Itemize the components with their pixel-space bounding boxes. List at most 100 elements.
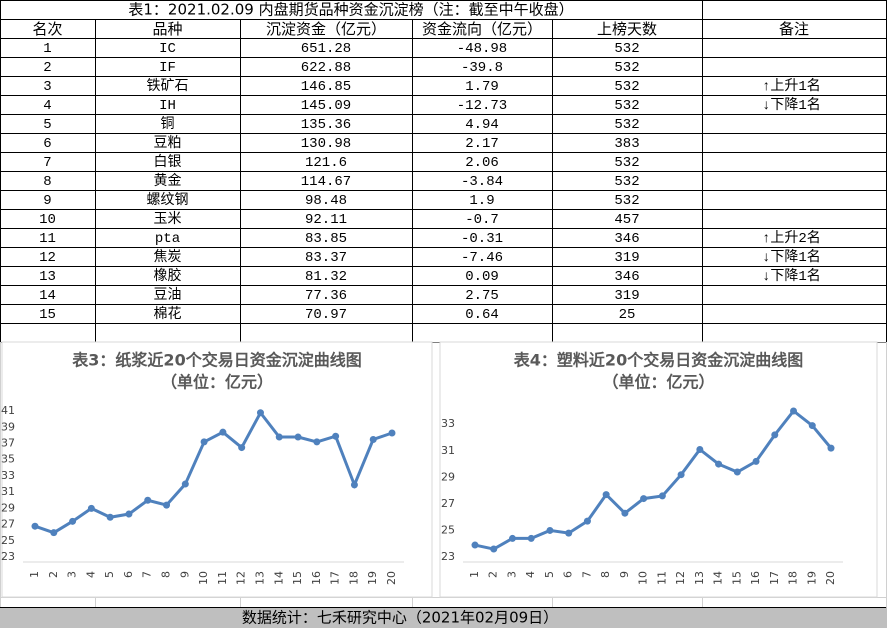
point: [200, 438, 208, 446]
x-tick-label: 5: [543, 571, 556, 578]
point: [621, 509, 629, 517]
y-tick-label: 29: [1, 501, 15, 514]
y-tick-label: 37: [1, 437, 15, 450]
point: [388, 429, 396, 437]
table-cell: 81.32: [305, 269, 347, 285]
x-tick-label: 13: [253, 571, 266, 585]
table-cell: ↑上升1名: [762, 78, 821, 95]
table-cell: 2.06: [465, 155, 499, 171]
table-cell: 黄金: [154, 172, 182, 190]
point: [69, 517, 77, 525]
table-cell: 4.94: [465, 117, 499, 133]
table-cell: 豆油: [154, 287, 182, 304]
x-tick-label: 9: [618, 571, 631, 578]
y-tick-label: 33: [441, 417, 455, 430]
table-header: 上榜天数: [597, 20, 657, 38]
table-cell: 532: [614, 79, 639, 95]
point: [106, 513, 114, 521]
table-cell: 玉米: [154, 211, 182, 228]
footer-bg: [0, 607, 887, 628]
y-tick-label: 27: [441, 497, 455, 510]
x-tick-label: 1: [468, 571, 481, 578]
point: [125, 510, 133, 518]
point: [50, 529, 58, 537]
table-cell: 135.36: [301, 117, 351, 133]
table-cell: 532: [614, 117, 639, 133]
y-tick-label: 27: [1, 518, 15, 531]
table-cell: 铜: [161, 116, 175, 133]
point: [752, 457, 760, 465]
x-tick-label: 20: [824, 571, 837, 585]
point: [369, 435, 377, 443]
x-tick-label: 13: [693, 571, 706, 585]
table-cell: 532: [614, 174, 639, 190]
point: [827, 444, 835, 452]
table-cell: 457: [614, 212, 639, 228]
point: [471, 541, 479, 549]
point: [350, 481, 358, 489]
x-tick-label: 4: [524, 571, 537, 578]
point: [332, 432, 340, 440]
x-tick-label: 5: [103, 571, 116, 578]
y-tick-label: 33: [1, 469, 15, 482]
table-cell: 346: [614, 231, 639, 247]
y-tick-label: 25: [441, 523, 455, 536]
point: [313, 438, 321, 446]
table-header: 资金流向（亿元）: [422, 20, 542, 38]
point: [31, 522, 39, 530]
table-cell: 豆粕: [154, 135, 182, 152]
point: [275, 433, 283, 441]
x-tick-label: 19: [805, 571, 818, 585]
table-cell: 383: [614, 136, 639, 152]
x-tick-label: 3: [505, 571, 518, 578]
table-cell: IF: [159, 60, 176, 76]
table-cell: 1.79: [465, 79, 499, 95]
x-tick-label: 7: [141, 571, 154, 578]
point: [238, 444, 246, 452]
table-cell: ↓下降1名: [762, 97, 821, 114]
x-tick-label: 14: [272, 571, 285, 585]
y-tick-label: 35: [1, 453, 15, 466]
point: [181, 480, 189, 488]
table-cell: 7: [43, 155, 51, 171]
x-tick-label: 8: [160, 571, 173, 578]
point: [527, 534, 535, 542]
table-header: 品种: [152, 20, 182, 38]
table-cell: 9: [43, 193, 51, 209]
y-tick-label: 39: [1, 420, 15, 433]
table-cell: 橡胶: [154, 267, 182, 285]
y-tick-label: 31: [1, 485, 15, 498]
table-cell: 2.75: [465, 288, 499, 304]
table-cell: 4: [43, 98, 51, 114]
x-tick-label: 19: [366, 571, 379, 585]
table-cell: 532: [614, 41, 639, 57]
point: [490, 545, 498, 553]
table-cell: 319: [614, 250, 639, 266]
x-tick-label: 12: [235, 571, 248, 585]
table-cell: 2: [43, 60, 51, 76]
point: [790, 407, 798, 415]
table-cell: 98.48: [305, 193, 347, 209]
x-tick-label: 16: [310, 571, 323, 585]
x-tick-label: 17: [329, 571, 342, 585]
table-cell: 0.09: [465, 269, 499, 285]
table-cell: 13: [39, 269, 56, 285]
table-cell: 651.28: [301, 41, 351, 57]
x-tick-label: 10: [197, 571, 210, 585]
point: [771, 431, 779, 439]
table-cell: 145.09: [301, 98, 351, 114]
table-cell: IC: [159, 41, 176, 57]
point: [294, 433, 302, 441]
x-tick-label: 17: [768, 571, 781, 585]
table-cell: 146.85: [301, 79, 351, 95]
x-tick-label: 6: [122, 571, 135, 578]
table-cell: -0.31: [461, 231, 503, 247]
point: [144, 496, 152, 504]
table-header: 沉淀资金（亿元）: [266, 20, 386, 38]
table-cell: -48.98: [457, 41, 507, 57]
point: [256, 409, 264, 417]
table-cell: IH: [159, 98, 176, 114]
table-cell: 83.37: [305, 250, 347, 266]
point: [808, 422, 816, 430]
table-cell: 5: [43, 117, 51, 133]
